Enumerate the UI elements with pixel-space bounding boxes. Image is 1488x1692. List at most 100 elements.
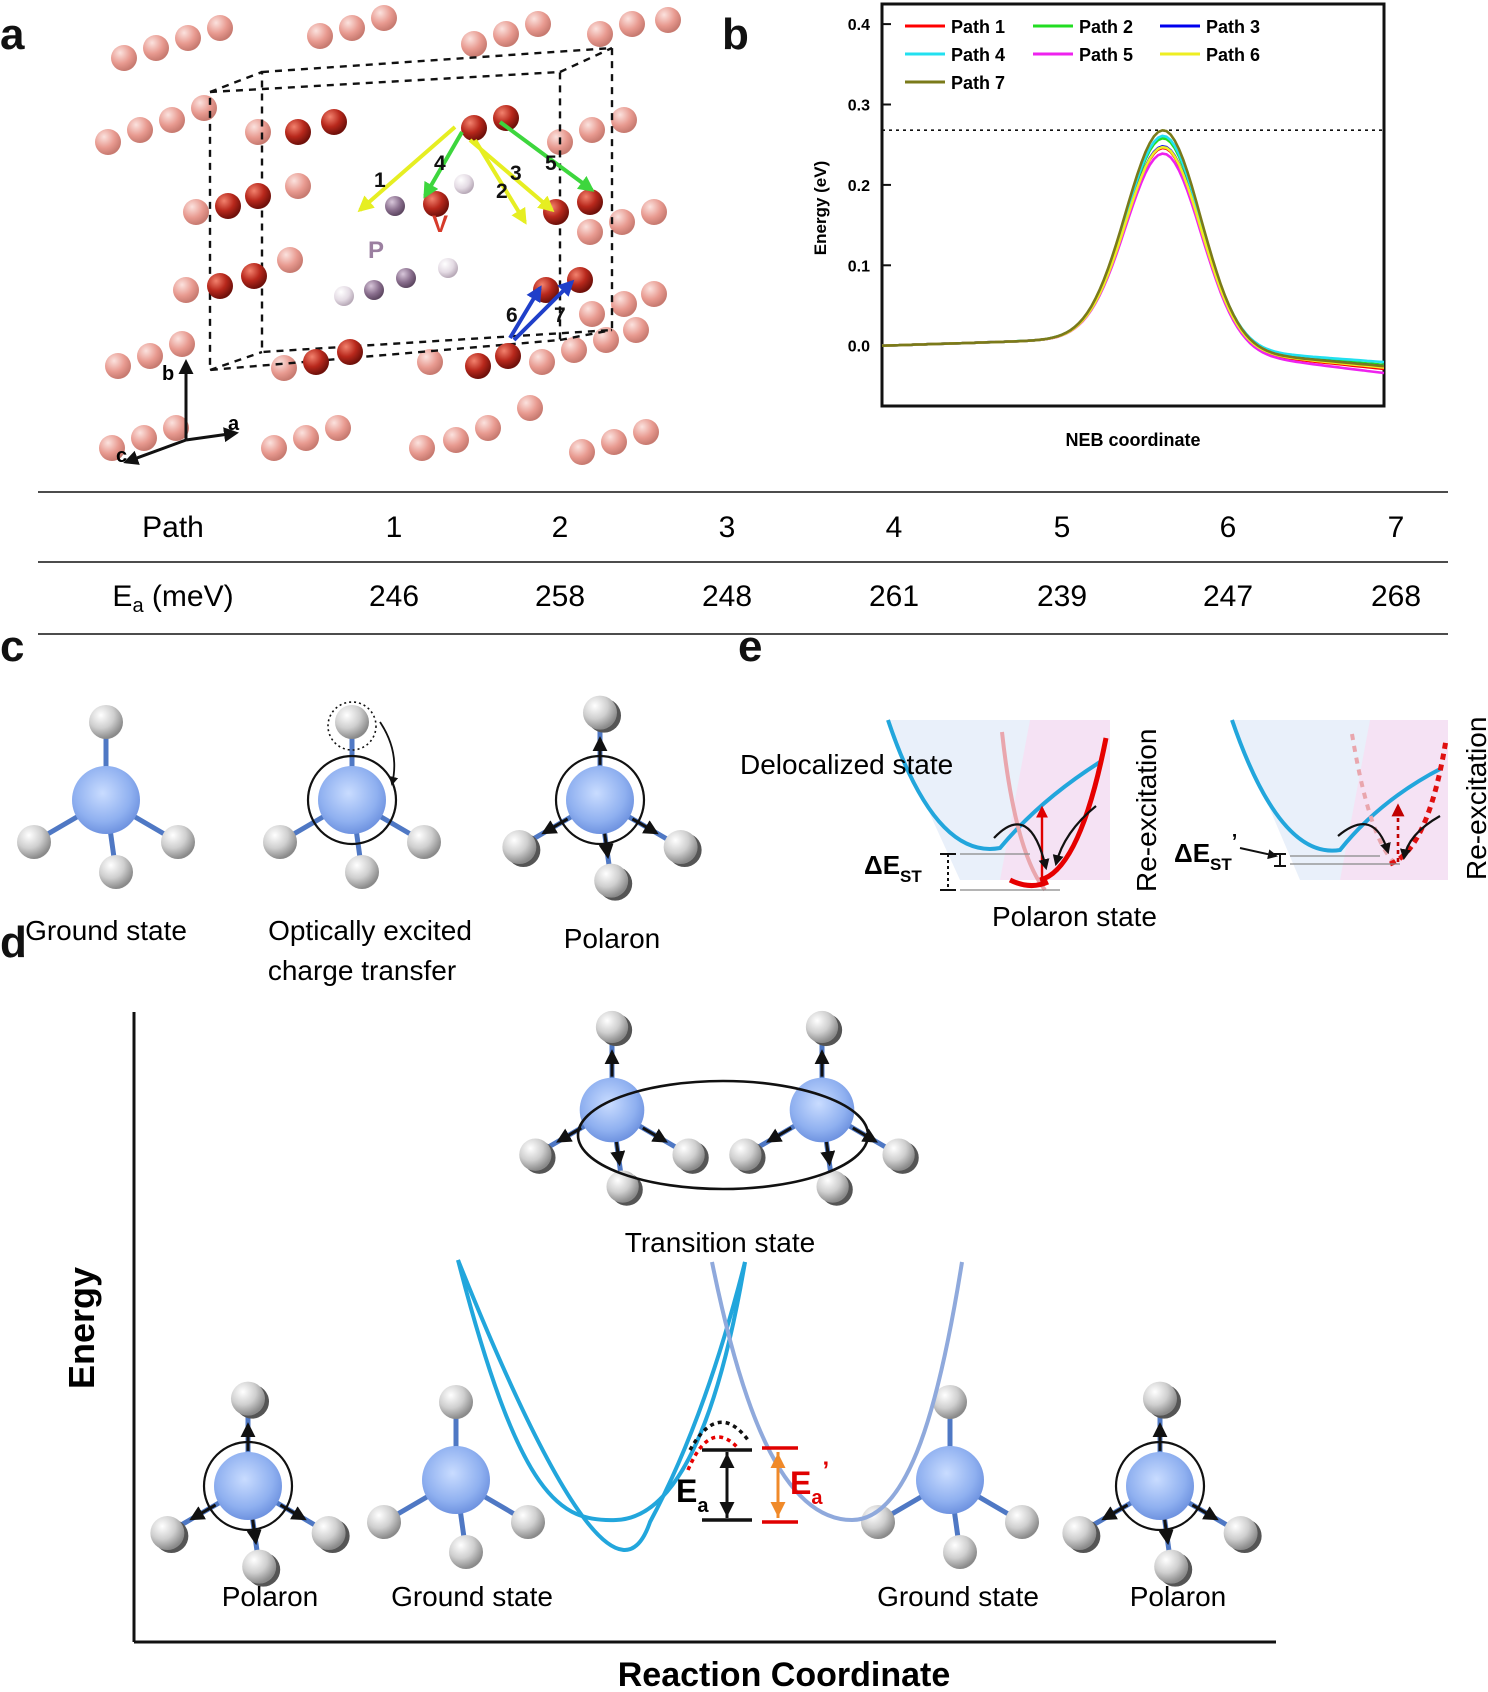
host-atom: [641, 281, 667, 307]
host-atom: [173, 277, 199, 303]
host-atom: [285, 173, 311, 199]
table-header-cell: 5: [1054, 511, 1071, 544]
panel-label-b: b: [722, 10, 749, 59]
table-header-cell: 7: [1388, 511, 1405, 544]
table-value-cell: 261: [869, 580, 919, 613]
host-atom: [525, 11, 551, 37]
vanadium-atom: [321, 109, 347, 135]
table-header-cell: 4: [886, 511, 903, 544]
vanadium-atom: [461, 115, 487, 141]
vanadium-atom: [495, 343, 521, 369]
vanadium-atom: [303, 349, 329, 375]
table-header-cell: 6: [1220, 511, 1237, 544]
polaron-molecule: [502, 695, 702, 901]
vanadium-atom: [493, 105, 519, 131]
host-atom: [137, 343, 163, 369]
host-atom: [569, 439, 595, 465]
axis-label-reaction-coordinate: Reaction Coordinate: [618, 1656, 950, 1692]
label-ea-prime: Ea’: [790, 1457, 829, 1509]
vanadium-atom: [215, 193, 241, 219]
dotted-hole-circle: [327, 701, 377, 751]
table-value-cell: 247: [1203, 580, 1253, 613]
host-atom: [475, 415, 501, 441]
path-number-6: 6: [506, 304, 518, 327]
host-atom: [95, 129, 121, 155]
label-delta-est-prime: ΔEST’: [1174, 831, 1237, 874]
table-value-cell: 246: [369, 580, 419, 613]
chart-xlabel: NEB coordinate: [1065, 430, 1200, 450]
label-ea: Ea: [676, 1473, 709, 1517]
path-number-2: 2: [496, 180, 508, 203]
polaron-molecule: [519, 1010, 709, 1206]
polaron-molecule: [729, 1010, 919, 1206]
host-atom: [409, 435, 435, 461]
panel-e-right: [1230, 719, 1449, 880]
polaron-molecule: [1062, 1381, 1262, 1587]
y-tick-label: 0.1: [848, 258, 870, 275]
legend-entry: Path 5: [1079, 45, 1133, 65]
legend-entry: Path 7: [951, 73, 1005, 93]
label-delta-est: ΔEST: [864, 850, 922, 886]
host-atom: [169, 331, 195, 357]
panel-label-c: c: [0, 622, 25, 671]
host-atom: [417, 349, 443, 375]
y-tick-label: 0.0: [848, 339, 870, 356]
light-atom: [454, 174, 474, 194]
host-atom: [159, 107, 185, 133]
legend-entry: Path 3: [1206, 17, 1260, 37]
light-atom: [334, 286, 354, 306]
host-atom: [175, 25, 201, 51]
legend-entry: Path 1: [951, 17, 1005, 37]
polaron-molecule: [150, 1381, 350, 1587]
host-atom: [105, 353, 131, 379]
panel-label-a: a: [0, 10, 25, 59]
host-atom: [609, 209, 635, 235]
host-atom: [641, 199, 667, 225]
vanadium-atom: [207, 273, 233, 299]
host-atom: [127, 117, 153, 143]
host-atom: [579, 301, 605, 327]
molecule: [861, 1385, 1039, 1569]
panel-e-left: [886, 719, 1110, 892]
caption-c-ground: Ground state: [25, 915, 187, 946]
host-atom: [245, 119, 271, 145]
vanadium-atom: [241, 263, 267, 289]
host-atom: [183, 199, 209, 225]
axis-label-b: b: [162, 363, 174, 385]
phosphorus-atom: [364, 280, 384, 300]
y-tick-label: 0.3: [848, 98, 870, 115]
transfer-arrow: [379, 721, 399, 786]
host-atom: [611, 107, 637, 133]
host-atom: [579, 117, 605, 143]
phosphorus-atom: [385, 196, 405, 216]
chart-ylabel: Energy (eV): [811, 161, 830, 255]
y-tick-label: 0.2: [848, 178, 870, 195]
table-header-path: Path: [142, 511, 204, 544]
label-transition-state: Transition state: [625, 1227, 815, 1258]
host-atom: [339, 15, 365, 41]
panel-label-e: e: [738, 622, 763, 671]
host-atom: [111, 45, 137, 71]
caption-c-polaron: Polaron: [564, 923, 661, 954]
table-header-cell: 1: [386, 511, 403, 544]
host-atom: [371, 5, 397, 31]
path-number-3: 3: [510, 162, 522, 185]
legend-entry: Path 2: [1079, 17, 1133, 37]
vanadium-atom: [577, 189, 603, 215]
plot-frame: [880, 2, 1386, 408]
path-number-7: 7: [554, 304, 566, 327]
table-header-cell: 3: [719, 511, 736, 544]
host-atom: [623, 317, 649, 343]
vanadium-atom: [337, 339, 363, 365]
axis-label-c: c: [116, 445, 127, 467]
host-atom: [561, 337, 587, 363]
host-atom: [587, 21, 613, 47]
table-header-cell: 2: [552, 511, 569, 544]
host-atom: [461, 31, 487, 57]
y-tick-label: 0.4: [848, 17, 870, 34]
table-value-cell: 268: [1371, 580, 1421, 613]
parabola-left: [456, 1259, 747, 1552]
